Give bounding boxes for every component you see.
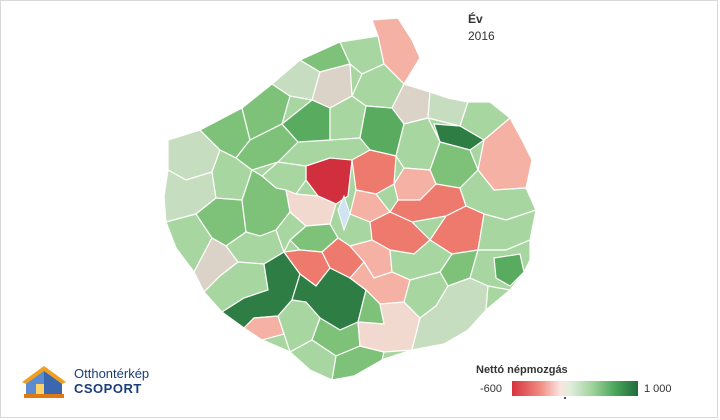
otthonterkep-logo: Otthontérkép CSOPORT	[20, 356, 160, 406]
region[interactable]	[243, 315, 285, 341]
legend-gradient-bar	[512, 381, 638, 396]
region[interactable]	[275, 211, 307, 254]
region[interactable]	[493, 253, 525, 287]
logo-text-line1: Otthontérkép	[74, 366, 150, 381]
region[interactable]	[485, 285, 512, 312]
legend-title: Nettó népmozgás	[476, 364, 568, 376]
year-filter[interactable]: Év 2016	[468, 12, 495, 43]
year-value: 2016	[468, 29, 495, 43]
house-logo-icon	[22, 366, 66, 398]
legend-zero-tick	[564, 397, 566, 399]
legend-min-label: -600	[480, 383, 503, 395]
color-legend: Nettó népmozgás -600 1 000	[476, 364, 716, 414]
year-label: Év	[468, 12, 483, 26]
danube-river	[337, 194, 351, 232]
legend-max-label: 1 000	[644, 383, 672, 395]
logo-text-line2: CSOPORT	[74, 381, 142, 396]
